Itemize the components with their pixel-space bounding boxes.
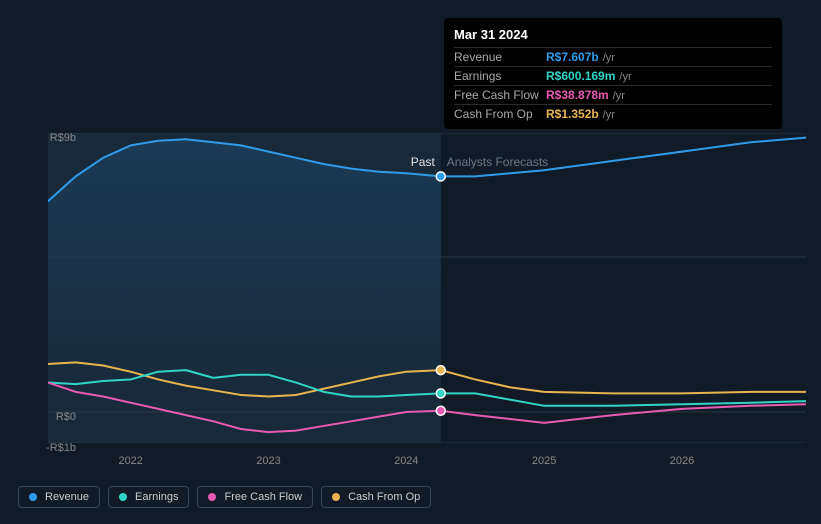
legend-label: Free Cash Flow bbox=[224, 491, 302, 503]
tooltip-row: RevenueR$7.607b/yr bbox=[454, 47, 772, 66]
legend-chip-cash-from-op[interactable]: Cash From Op bbox=[321, 486, 431, 508]
tooltip-row: Cash From OpR$1.352b/yr bbox=[454, 104, 772, 123]
tooltip-row-value: R$600.169m bbox=[546, 69, 615, 83]
tooltip-row-value: R$38.878m bbox=[546, 88, 609, 102]
x-axis-label: 2025 bbox=[532, 455, 556, 467]
legend-label: Cash From Op bbox=[348, 491, 420, 503]
x-axis-label: 2023 bbox=[256, 455, 280, 467]
tooltip-row-unit: /yr bbox=[603, 109, 615, 121]
legend-chip-free-cash-flow[interactable]: Free Cash Flow bbox=[197, 486, 313, 508]
legend-chips: Revenue Earnings Free Cash Flow Cash From O… bbox=[18, 486, 431, 508]
tooltip-row-unit: /yr bbox=[619, 71, 631, 83]
legend-swatch bbox=[29, 493, 37, 501]
legend-chip-earnings[interactable]: Earnings bbox=[108, 486, 189, 508]
region-label-forecast: Analysts Forecasts bbox=[447, 155, 548, 169]
x-axis-label: 2022 bbox=[118, 455, 142, 467]
tooltip-date: Mar 31 2024 bbox=[454, 24, 772, 47]
x-axis-label: 2024 bbox=[394, 455, 418, 467]
legend-label: Earnings bbox=[135, 491, 178, 503]
financials-chart: R$9bR$0-R$1b20222023202420252026PastAnal… bbox=[18, 128, 806, 448]
legend-chip-revenue[interactable]: Revenue bbox=[18, 486, 100, 508]
legend-swatch bbox=[332, 493, 340, 501]
x-axis-label: 2026 bbox=[670, 455, 694, 467]
tooltip-row-label: Revenue bbox=[454, 50, 546, 64]
y-axis-label: -R$1b bbox=[42, 442, 76, 454]
chart-tooltip: Mar 31 2024 RevenueR$7.607b/yrEarningsR$… bbox=[444, 18, 782, 129]
region-label-past: Past bbox=[411, 155, 435, 169]
tooltip-row-label: Free Cash Flow bbox=[454, 88, 546, 102]
legend-swatch bbox=[119, 493, 127, 501]
y-axis-label: R$9b bbox=[42, 132, 76, 144]
chart-svg bbox=[48, 133, 806, 443]
tooltip-row-unit: /yr bbox=[603, 52, 615, 64]
tooltip-row-value: R$7.607b bbox=[546, 50, 599, 64]
tooltip-row-value: R$1.352b bbox=[546, 107, 599, 121]
legend-label: Revenue bbox=[45, 491, 89, 503]
y-axis-label: R$0 bbox=[42, 411, 76, 423]
tooltip-row: Free Cash FlowR$38.878m/yr bbox=[454, 85, 772, 104]
tooltip-row-label: Earnings bbox=[454, 69, 546, 83]
tooltip-row-label: Cash From Op bbox=[454, 107, 546, 121]
tooltip-row-unit: /yr bbox=[613, 90, 625, 102]
legend-swatch bbox=[208, 493, 216, 501]
tooltip-row: EarningsR$600.169m/yr bbox=[454, 66, 772, 85]
